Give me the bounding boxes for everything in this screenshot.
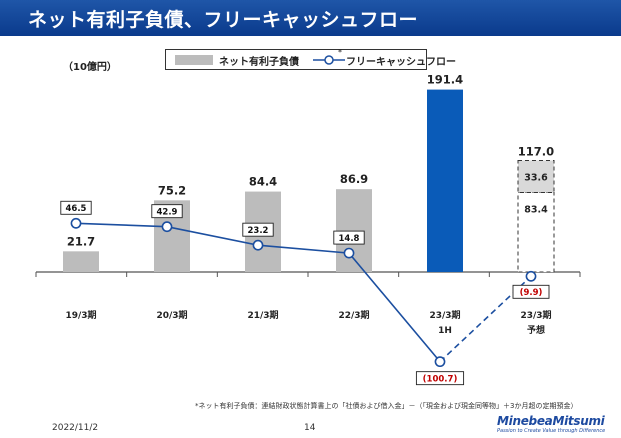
bar-forecast-base-label: 83.4: [524, 205, 548, 216]
logo-name: MinebeaMitsumi: [497, 414, 605, 428]
logo-tagline: Passion to Create Value through Differen…: [497, 428, 606, 434]
fcf-label-box: [60, 200, 92, 215]
fcf-point: [161, 221, 173, 233]
unit-label: （10億円）: [63, 62, 117, 73]
x-tick-label-sub: 1H: [438, 326, 452, 336]
bar: [427, 89, 463, 273]
fcf-value-label: 14.8: [339, 234, 360, 244]
fcf-point: [525, 270, 537, 282]
x-tick-label: 21/3期: [247, 309, 278, 321]
legend-bar-footnote-mark: *: [338, 48, 342, 57]
x-tick-label: 23/3期: [429, 309, 460, 321]
x-tick-label: 23/3期: [520, 309, 551, 321]
fcf-point: [434, 356, 446, 368]
x-tick-label-sub: 予想: [527, 324, 545, 336]
legend-line-icon: [313, 55, 345, 65]
bar-forecast-increment: [517, 159, 555, 194]
page-title: ネット有利子負債、フリーキャッシュフロー: [28, 9, 419, 31]
fcf-label-box: [242, 222, 274, 237]
fcf-label-box: [512, 284, 550, 299]
bar-forecast-increment-label: 33.6: [524, 173, 548, 184]
company-logo: MinebeaMitsumi Passion to Create Value t…: [497, 414, 609, 436]
bar-value-label: 21.7: [67, 234, 95, 248]
fcf-label-box: [333, 230, 365, 245]
legend-bar-swatch: [175, 55, 213, 65]
bar-forecast-base: [517, 192, 555, 273]
fcf-value-label: (9.9): [520, 288, 543, 298]
fcf-label-box: [151, 204, 183, 219]
fcf-point: [343, 247, 355, 259]
legend-line-label: フリーキャッシュフロー: [346, 57, 456, 68]
bar-value-label: 191.4: [427, 73, 463, 87]
footnote: *ネット有利子負債：連結財政状態計算書上の「社債および借入金」－（「現金および現…: [195, 402, 578, 410]
legend-bar-label: ネット有利子負債: [219, 57, 299, 68]
bar-value-label: 86.9: [340, 172, 368, 186]
bar-value-label: 75.2: [158, 183, 186, 197]
fcf-label-box: [415, 371, 465, 386]
page-number: 14: [304, 423, 316, 433]
fcf-value-label: 23.2: [248, 226, 269, 236]
bar-value-label: 117.0: [518, 144, 554, 158]
fcf-value-label: (100.7): [423, 374, 458, 384]
bar-value-label: 84.4: [249, 175, 277, 189]
x-tick-label: 20/3期: [156, 309, 187, 321]
footer-date: 2022/11/2: [52, 423, 99, 433]
fcf-value-label: 42.9: [157, 207, 178, 217]
fcf-point: [252, 239, 264, 251]
chart-legend: ネット有利子負債 * フリーキャッシュフロー: [165, 48, 456, 70]
x-tick-label: 22/3期: [338, 309, 369, 321]
bar: [63, 251, 99, 272]
fcf-value-label: 46.5: [66, 204, 87, 214]
x-tick-label: 19/3期: [65, 309, 96, 321]
fcf-point: [70, 217, 82, 229]
title-bar: ネット有利子負債、フリーキャッシュフロー: [0, 0, 621, 36]
